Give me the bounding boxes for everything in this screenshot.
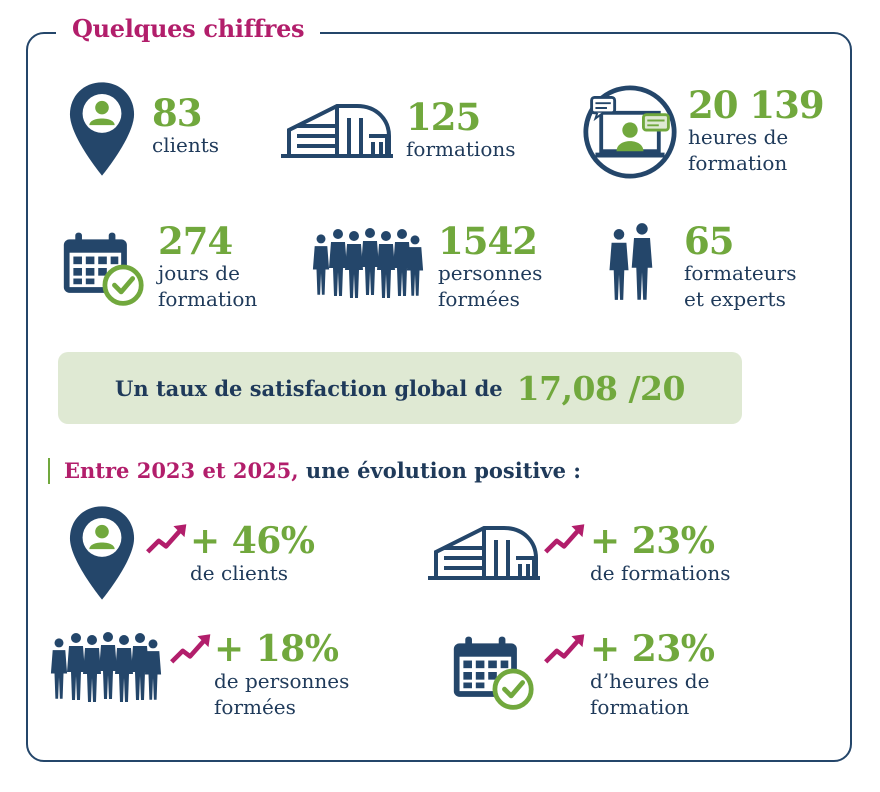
stat-value: 65: [684, 219, 735, 263]
stat-formations: 125 formations: [406, 98, 516, 162]
building-icon: [276, 96, 398, 160]
stat-heures: 20 139 heures de formation: [688, 83, 825, 176]
evo-clients: + 46% de clients: [190, 522, 315, 586]
satisfaction-banner: Un taux de satisfaction global de 17,08 …: [58, 352, 742, 424]
evo-heures: + 23% d’heures de formation: [590, 630, 715, 720]
trend-up-arrow-icon: [542, 520, 588, 558]
evo-label: de formations: [590, 561, 731, 585]
stat-value: 1542: [438, 219, 538, 263]
two-people-icon: [604, 222, 660, 302]
evo-personnes: + 18% de personnes formées: [214, 630, 349, 720]
evolution-title: Entre 2023 et 2025, une évolution positi…: [48, 458, 581, 484]
evolution-title-rest: une évolution positive :: [298, 458, 582, 483]
evo-label: d’heures de formation: [590, 669, 710, 719]
stat-value: 274: [158, 219, 233, 263]
stat-label: formateurs et experts: [684, 261, 797, 311]
stat-label: clients: [152, 133, 220, 157]
page-title: Quelques chiffres: [56, 14, 321, 43]
building-icon: [424, 518, 544, 582]
stat-formateurs: 65 formateurs et experts: [684, 222, 796, 312]
stat-label: personnes formées: [438, 261, 543, 311]
evo-label: de clients: [190, 561, 289, 585]
stat-value: 83: [152, 91, 203, 135]
stat-jours: 274 jours de formation: [158, 222, 257, 312]
stat-label: formations: [406, 137, 516, 161]
evo-value: + 23%: [590, 628, 715, 670]
group-people-icon: [50, 630, 162, 706]
trend-up-arrow-icon: [542, 630, 588, 668]
evo-formations: + 23% de formations: [590, 522, 731, 586]
trend-up-arrow-icon: [144, 520, 190, 558]
group-people-icon: [312, 226, 424, 300]
location-pin-user-icon: [68, 80, 136, 178]
satisfaction-value: 17,08 /20: [516, 368, 686, 408]
location-pin-user-icon: [68, 504, 136, 602]
evo-value: + 18%: [214, 628, 339, 670]
calendar-check-icon: [450, 632, 536, 712]
stat-clients: 83 clients: [152, 94, 219, 158]
trend-up-arrow-icon: [168, 630, 214, 668]
evo-label: de personnes formées: [214, 669, 350, 719]
stat-personnes: 1542 personnes formées: [438, 222, 542, 312]
stat-value: 20 139: [688, 83, 825, 127]
stat-value: 125: [406, 95, 481, 139]
stats-frame: [26, 32, 852, 762]
stat-label: jours de formation: [158, 261, 258, 311]
satisfaction-text: Un taux de satisfaction global de: [115, 375, 503, 401]
evolution-title-highlight: Entre 2023 et 2025,: [64, 458, 299, 483]
evo-value: + 46%: [190, 520, 315, 562]
calendar-check-icon: [60, 228, 146, 308]
stat-label: heures de formation: [688, 125, 789, 175]
video-call-icon: [582, 84, 678, 180]
evo-value: + 23%: [590, 520, 715, 562]
